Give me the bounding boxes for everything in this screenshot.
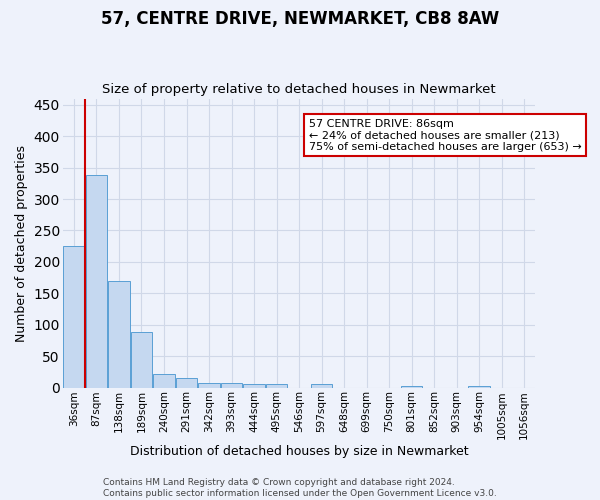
- Bar: [401, 386, 422, 388]
- Text: Contains HM Land Registry data © Crown copyright and database right 2024.
Contai: Contains HM Land Registry data © Crown c…: [103, 478, 497, 498]
- Bar: [221, 382, 242, 388]
- Y-axis label: Number of detached properties: Number of detached properties: [15, 144, 28, 342]
- Text: 57, CENTRE DRIVE, NEWMARKET, CB8 8AW: 57, CENTRE DRIVE, NEWMARKET, CB8 8AW: [101, 10, 499, 28]
- Title: Size of property relative to detached houses in Newmarket: Size of property relative to detached ho…: [102, 83, 496, 96]
- Bar: [244, 384, 265, 388]
- Bar: [266, 384, 287, 388]
- Bar: [154, 374, 175, 388]
- Bar: [311, 384, 332, 388]
- Bar: [469, 386, 490, 388]
- Text: 57 CENTRE DRIVE: 86sqm
← 24% of detached houses are smaller (213)
75% of semi-de: 57 CENTRE DRIVE: 86sqm ← 24% of detached…: [308, 119, 581, 152]
- Bar: [63, 246, 85, 388]
- Bar: [199, 382, 220, 388]
- Bar: [86, 175, 107, 388]
- Bar: [176, 378, 197, 388]
- Bar: [131, 332, 152, 388]
- Bar: [108, 280, 130, 388]
- X-axis label: Distribution of detached houses by size in Newmarket: Distribution of detached houses by size …: [130, 444, 469, 458]
